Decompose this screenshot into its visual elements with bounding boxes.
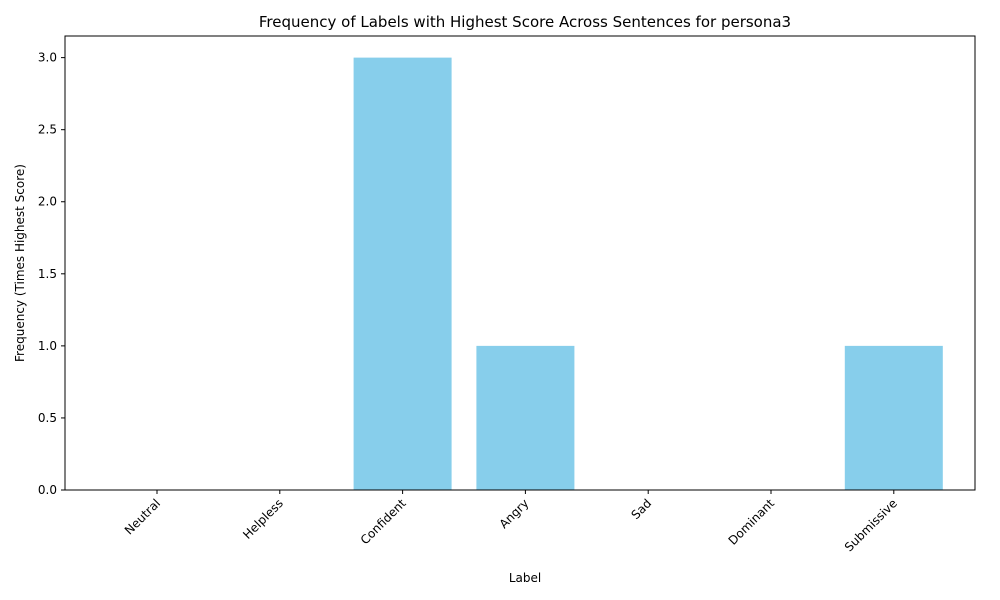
x-tick-label: Angry xyxy=(497,496,532,531)
x-axis: Neutral Helpless Confident Angry Sad Dominant… xyxy=(122,490,900,554)
bar-angry xyxy=(476,345,575,490)
x-tick-label: Confident xyxy=(358,496,409,547)
x-tick-label: Sad xyxy=(628,496,654,522)
y-tick-label: 0.0 xyxy=(38,483,57,497)
y-tick-label: 1.5 xyxy=(38,267,57,281)
x-tick-label: Helpless xyxy=(240,496,286,542)
plot-frame xyxy=(64,35,976,491)
y-tick-label: 3.0 xyxy=(38,51,57,65)
bar-submissive xyxy=(844,345,943,490)
y-axis-label: Frequency (Times Highest Score) xyxy=(13,164,27,362)
x-tick-label: Dominant xyxy=(726,496,778,548)
bars-group xyxy=(353,57,943,490)
chart-title: Frequency of Labels with Highest Score A… xyxy=(259,13,791,31)
x-tick-label: Submissive xyxy=(842,496,900,554)
y-tick-label: 1.0 xyxy=(38,339,57,353)
x-tick-label: Neutral xyxy=(122,496,163,537)
y-tick-label: 2.5 xyxy=(38,123,57,137)
y-tick-label: 0.5 xyxy=(38,411,57,425)
y-axis: 0.0 0.5 1.0 1.5 2.0 2.5 3.0 xyxy=(38,51,65,497)
x-axis-label: Label xyxy=(509,571,541,585)
y-tick-label: 2.0 xyxy=(38,195,57,209)
bar-confident xyxy=(353,57,452,490)
